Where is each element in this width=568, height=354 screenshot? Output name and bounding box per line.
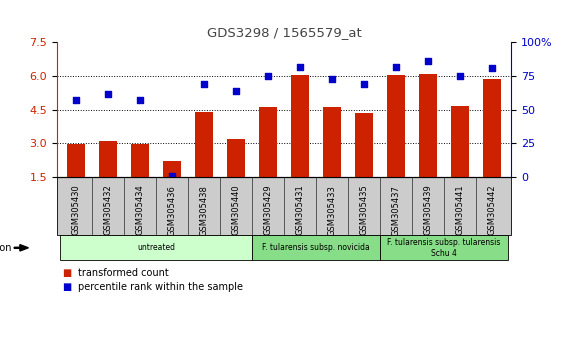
Point (231, 88, 240, 94)
Bar (67, 144, 85, 177)
Bar (291, 75, 309, 177)
Text: ■: ■ (62, 282, 72, 292)
Text: untreated: untreated (137, 243, 175, 252)
Title: GDS3298 / 1565579_at: GDS3298 / 1565579_at (207, 25, 361, 39)
Text: F. tularensis subsp. tularensis
Schu 4: F. tularensis subsp. tularensis Schu 4 (387, 238, 500, 257)
Bar (163, 161, 181, 177)
Point (295, 64, 304, 69)
Point (199, 81, 208, 87)
Bar (387, 75, 405, 177)
Bar (323, 108, 341, 177)
Text: transformed count: transformed count (78, 268, 169, 278)
Point (391, 64, 400, 69)
Text: F. tularensis subsp. novicida: F. tularensis subsp. novicida (262, 243, 370, 252)
Point (328, 76, 337, 82)
Point (72, 97, 81, 103)
Text: ■: ■ (62, 268, 72, 278)
Bar (99, 141, 117, 177)
Bar (483, 80, 501, 177)
Bar (355, 113, 373, 177)
Text: infection: infection (0, 243, 11, 253)
Point (135, 97, 144, 103)
Point (424, 58, 433, 64)
Point (168, 173, 177, 178)
Bar (419, 74, 437, 177)
Bar (227, 139, 245, 177)
Bar (131, 144, 149, 177)
Bar (195, 112, 213, 177)
Bar (451, 106, 469, 177)
Text: percentile rank within the sample: percentile rank within the sample (78, 282, 243, 292)
Point (456, 73, 465, 79)
Point (360, 81, 369, 87)
Point (264, 73, 273, 79)
Bar (259, 108, 277, 177)
Point (487, 65, 496, 71)
Point (103, 91, 112, 96)
